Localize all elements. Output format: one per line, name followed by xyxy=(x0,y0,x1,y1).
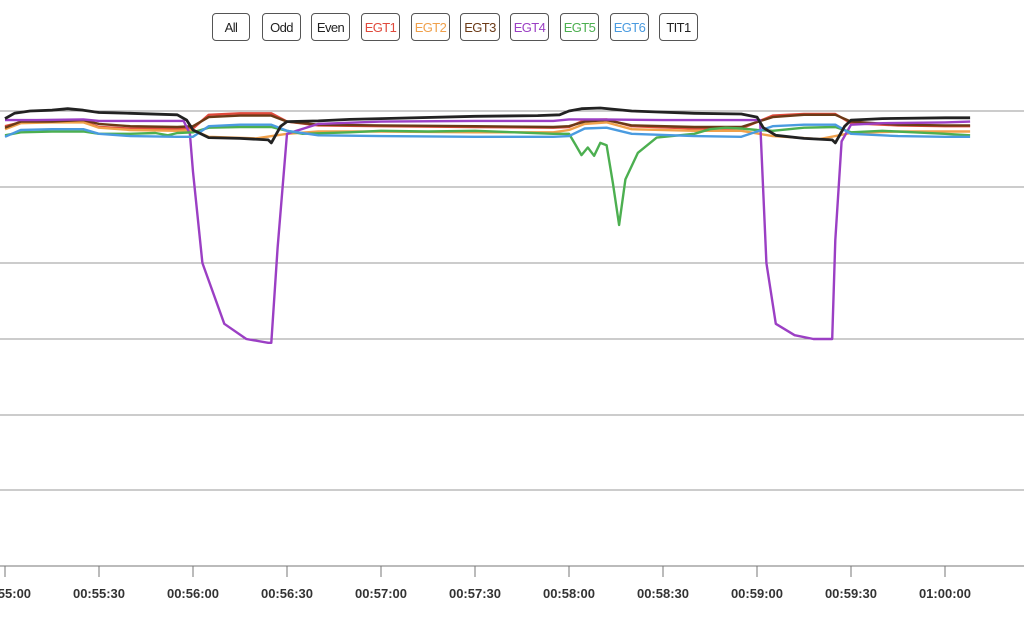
filter-button-egt5[interactable]: EGT5 xyxy=(560,13,599,41)
filter-button-egt1[interactable]: EGT1 xyxy=(361,13,400,41)
x-tick-label: 00:58:00 xyxy=(543,586,595,601)
filter-button-egt3[interactable]: EGT3 xyxy=(460,13,500,41)
series-layer xyxy=(4,106,971,344)
x-axis: 00:55:00 00:55:30 00:56:00 00:56:30 00:57:00… xyxy=(0,566,971,601)
filter-button-egt2[interactable]: EGT2 xyxy=(411,13,450,41)
x-tick-label: 00:56:30 xyxy=(261,586,313,601)
series-line-egt3 xyxy=(4,113,971,129)
x-tick-label: 00:58:30 xyxy=(637,586,689,601)
x-tick-label: 00:55:30 xyxy=(73,586,125,601)
filter-button-odd[interactable]: Odd xyxy=(262,13,301,41)
series-line-egt4 xyxy=(5,118,971,344)
series-line-egt6 xyxy=(4,123,971,139)
series-line-tit1 xyxy=(4,106,971,145)
filter-button-all[interactable]: All xyxy=(212,13,250,41)
filter-button-tit1[interactable]: TIT1 xyxy=(659,13,698,41)
x-tick-label: 00:57:00 xyxy=(355,586,407,601)
grid-lines xyxy=(0,110,1024,567)
filter-button-egt6[interactable]: EGT6 xyxy=(610,13,649,41)
x-tick-label: 00:59:00 xyxy=(731,586,783,601)
x-tick-label: 00:55:00 xyxy=(0,586,31,601)
filter-button-even[interactable]: Even xyxy=(311,13,350,41)
filter-button-egt4[interactable]: EGT4 xyxy=(510,13,549,41)
series-line-egt5 xyxy=(4,125,971,227)
series-filter-bar: All Odd Even EGT1 EGT2 EGT3 EGT4 EGT5 EG… xyxy=(0,0,1024,56)
x-tick-label: 00:56:00 xyxy=(167,586,219,601)
x-tick-label: 00:59:30 xyxy=(825,586,877,601)
x-tick-label: 00:57:30 xyxy=(449,586,501,601)
x-tick-label: 01:00:00 xyxy=(919,586,971,601)
